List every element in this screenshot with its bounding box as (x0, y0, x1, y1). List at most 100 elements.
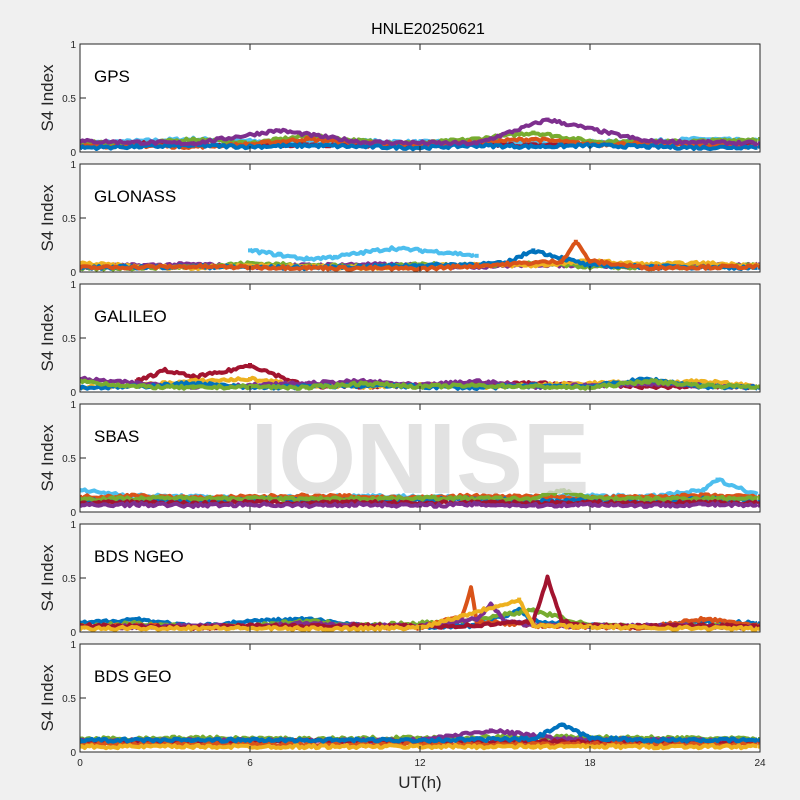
data-point (134, 384, 139, 389)
panel-gps: 0 0.5 1 GPS S4 Index (38, 40, 761, 159)
data-point (80, 501, 82, 506)
y-axis-label: S4 Index (38, 64, 57, 132)
x-tick-label: 0 (77, 758, 83, 769)
data-point (758, 738, 760, 743)
x-axis-label: UT(h) (398, 773, 441, 792)
data-point (80, 623, 82, 628)
data-point (418, 263, 422, 268)
x-tick-label: 12 (414, 758, 426, 769)
data-point (531, 503, 536, 508)
data-point (361, 500, 366, 505)
data-point (304, 497, 309, 502)
data-point (758, 264, 760, 269)
data-point (304, 621, 309, 626)
data-point (644, 497, 649, 502)
data-point (758, 624, 760, 629)
x-tick-label: 6 (247, 758, 253, 769)
data-point (304, 143, 309, 148)
y-axis-label: S4 Index (38, 304, 57, 372)
data-point (588, 263, 592, 268)
data-point (80, 744, 82, 749)
data-point (191, 742, 196, 747)
data-point (191, 264, 196, 269)
panel-title: GPS (94, 67, 130, 86)
data-point (701, 623, 706, 628)
data-point (80, 261, 82, 266)
series-5 (80, 239, 760, 272)
y-tick-label: 1 (70, 400, 76, 411)
data-point (361, 250, 366, 255)
data-point (644, 377, 649, 382)
data-point (469, 586, 473, 591)
panel-bds-geo: 0 6 12 18 24 0 0.5 1 BDS GEO S4 Index (38, 640, 766, 769)
plot-area (80, 164, 760, 272)
data-point (531, 744, 536, 749)
y-tick-label: 1 (70, 160, 76, 171)
data-point (531, 263, 536, 268)
y-axis-label: S4 Index (38, 424, 57, 492)
data-point (531, 384, 536, 389)
data-point (418, 143, 422, 148)
data-point (134, 617, 139, 622)
y-axis-label: S4 Index (38, 544, 57, 612)
data-point (276, 252, 281, 257)
data-point (80, 139, 82, 144)
series-group (80, 477, 760, 509)
data-point (758, 744, 760, 749)
data-point (191, 385, 196, 390)
data-point (474, 617, 479, 622)
data-point (134, 144, 139, 149)
data-point (588, 493, 592, 498)
y-tick-label: 0 (70, 148, 76, 159)
data-point (80, 145, 82, 150)
y-tick-label: 1 (70, 280, 76, 291)
data-point (573, 239, 578, 244)
data-point (474, 141, 479, 146)
data-point (304, 265, 309, 270)
data-point (304, 493, 309, 498)
series-group (80, 574, 760, 632)
panel-title: BDS NGEO (94, 547, 184, 566)
data-point (474, 379, 479, 384)
data-point (248, 623, 252, 628)
data-point (588, 381, 592, 386)
data-point (80, 494, 82, 499)
x-tick-label: 18 (584, 758, 596, 769)
data-point (474, 493, 479, 498)
data-point (474, 383, 479, 388)
data-point (304, 257, 309, 262)
series-5 (80, 117, 760, 147)
x-tick-label: 24 (754, 758, 766, 769)
data-point (474, 137, 479, 142)
data-point (80, 379, 82, 384)
data-point (644, 735, 649, 740)
data-point (588, 502, 592, 507)
data-point (517, 608, 522, 613)
data-point (474, 143, 479, 148)
y-tick-label: 0.5 (62, 214, 76, 225)
data-point (644, 265, 649, 270)
data-point (418, 495, 422, 500)
panel-title: SBAS (94, 427, 139, 446)
data-point (333, 254, 337, 259)
data-point (758, 495, 760, 500)
series-group (80, 117, 760, 152)
data-point (418, 735, 422, 740)
data-point (644, 379, 649, 384)
y-tick-label: 0 (70, 388, 76, 399)
panel-title: GALILEO (94, 307, 167, 326)
y-tick-label: 0 (70, 748, 76, 759)
y-axis-label: S4 Index (38, 184, 57, 252)
panel-title: GLONASS (94, 187, 176, 206)
data-point (758, 384, 760, 389)
data-point (474, 502, 479, 507)
y-tick-label: 0.5 (62, 574, 76, 585)
data-point (758, 501, 760, 506)
data-point (304, 742, 309, 747)
data-point (701, 261, 706, 266)
data-point (304, 137, 309, 142)
data-point (474, 623, 479, 628)
data-point (474, 253, 479, 258)
panel-bds-ngeo: 0 0.5 1 BDS NGEO S4 Index (38, 520, 761, 639)
data-point (701, 145, 706, 150)
